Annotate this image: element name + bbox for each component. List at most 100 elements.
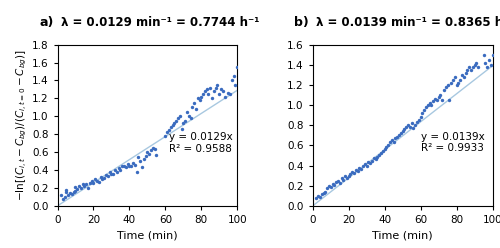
Point bbox=[140, 157, 148, 161]
Point bbox=[361, 161, 369, 165]
Point bbox=[178, 127, 186, 131]
Point bbox=[224, 91, 232, 95]
Point bbox=[386, 140, 394, 144]
Point bbox=[196, 98, 203, 102]
Point bbox=[192, 107, 200, 111]
Point bbox=[188, 105, 196, 109]
Point bbox=[356, 166, 364, 170]
Point bbox=[228, 78, 236, 82]
Point bbox=[147, 148, 155, 152]
Point bbox=[483, 65, 491, 69]
Point bbox=[102, 173, 110, 177]
Point bbox=[136, 159, 144, 163]
Point bbox=[194, 96, 202, 100]
Point bbox=[316, 195, 324, 199]
Point bbox=[75, 184, 83, 188]
Point bbox=[434, 95, 442, 99]
Point bbox=[86, 181, 94, 185]
Point bbox=[217, 88, 225, 92]
Point bbox=[370, 156, 378, 160]
Point bbox=[470, 63, 478, 67]
Point bbox=[162, 134, 170, 138]
Point bbox=[124, 162, 132, 166]
Point bbox=[165, 128, 173, 132]
Y-axis label: $-\mathrm{ln}[(C_{i,t} - C_{bg})/(C_{i,t=0}-C_{bg})]$: $-\mathrm{ln}[(C_{i,t} - C_{bg})/(C_{i,t… bbox=[14, 49, 29, 201]
Point bbox=[312, 196, 320, 200]
Point bbox=[134, 155, 142, 158]
Point bbox=[96, 175, 104, 179]
Point bbox=[68, 192, 76, 196]
Point bbox=[166, 125, 174, 129]
Point bbox=[438, 98, 446, 102]
Point bbox=[138, 165, 146, 169]
Point bbox=[318, 192, 326, 196]
Point bbox=[129, 161, 137, 165]
Point bbox=[150, 147, 158, 151]
Point bbox=[174, 116, 182, 120]
Point bbox=[323, 186, 331, 190]
Point bbox=[144, 150, 152, 154]
Point bbox=[379, 150, 387, 154]
Point bbox=[456, 78, 464, 82]
Point bbox=[436, 93, 444, 97]
Point bbox=[422, 105, 430, 109]
Point bbox=[377, 152, 385, 155]
Point bbox=[330, 183, 338, 187]
Point bbox=[120, 164, 128, 168]
Point bbox=[122, 165, 130, 169]
Point bbox=[398, 129, 406, 133]
Point bbox=[176, 114, 184, 118]
Point bbox=[350, 171, 358, 175]
Point bbox=[364, 159, 372, 163]
Point bbox=[109, 173, 117, 177]
Point bbox=[93, 179, 101, 183]
Text: b): b) bbox=[294, 16, 309, 29]
Point bbox=[446, 98, 454, 102]
Point bbox=[72, 185, 80, 189]
Point bbox=[74, 187, 82, 191]
Point bbox=[172, 119, 180, 123]
Point bbox=[413, 120, 421, 124]
Point bbox=[362, 164, 370, 168]
Point bbox=[320, 191, 328, 195]
Point bbox=[230, 74, 237, 78]
Point bbox=[57, 193, 65, 197]
Point bbox=[226, 92, 234, 96]
Point bbox=[390, 140, 398, 144]
Point bbox=[408, 121, 416, 125]
Point bbox=[359, 164, 367, 168]
X-axis label: Time (min): Time (min) bbox=[372, 230, 433, 240]
Point bbox=[72, 189, 80, 193]
Point bbox=[184, 114, 192, 118]
Point bbox=[114, 166, 122, 170]
Point bbox=[106, 170, 114, 174]
Point bbox=[91, 177, 99, 181]
Point bbox=[388, 138, 396, 142]
Point bbox=[384, 143, 392, 147]
Point bbox=[142, 154, 150, 158]
Point bbox=[88, 179, 96, 183]
Point bbox=[358, 167, 366, 171]
Point bbox=[90, 182, 98, 186]
Point bbox=[338, 176, 345, 180]
Point bbox=[485, 58, 493, 62]
Point bbox=[452, 83, 460, 87]
Point bbox=[180, 122, 188, 125]
Point bbox=[113, 170, 121, 174]
Point bbox=[204, 92, 212, 96]
Point bbox=[64, 193, 72, 197]
Point bbox=[104, 174, 112, 178]
Point bbox=[118, 164, 126, 168]
Point bbox=[468, 65, 476, 69]
Point bbox=[108, 172, 116, 176]
Point bbox=[70, 189, 78, 193]
Point bbox=[406, 125, 414, 129]
Point bbox=[462, 71, 469, 75]
Point bbox=[216, 92, 224, 96]
Point bbox=[232, 83, 239, 87]
Text: y = 0.0129x
R² = 0.9588: y = 0.0129x R² = 0.9588 bbox=[169, 132, 232, 154]
Point bbox=[420, 108, 428, 112]
Point bbox=[234, 65, 241, 69]
Point bbox=[78, 182, 86, 186]
Point bbox=[190, 101, 198, 105]
